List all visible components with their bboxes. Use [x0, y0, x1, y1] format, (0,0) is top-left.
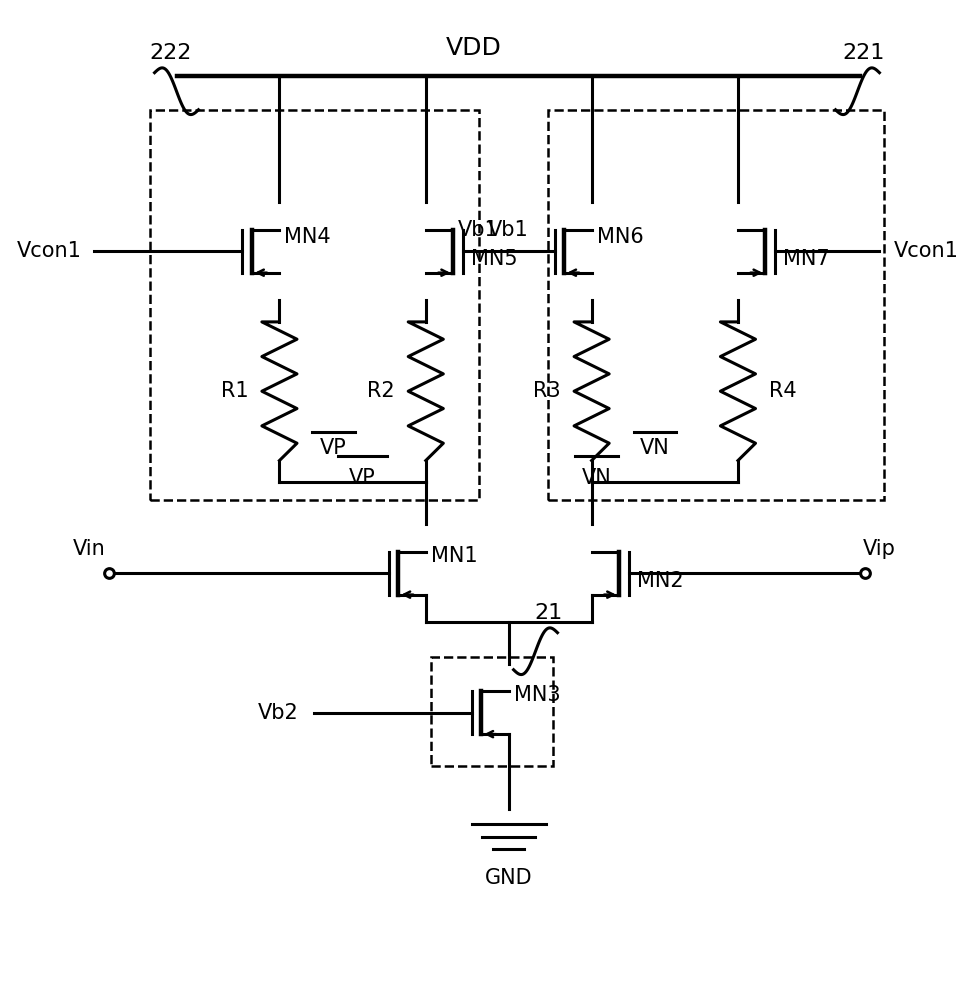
Text: R4: R4	[769, 381, 797, 401]
Text: R2: R2	[367, 381, 394, 401]
Text: Vb2: Vb2	[258, 703, 299, 723]
Text: VN: VN	[641, 438, 670, 458]
Text: VP: VP	[349, 468, 376, 488]
Text: MN7: MN7	[783, 249, 829, 269]
Text: MN1: MN1	[430, 546, 478, 566]
Text: GND: GND	[484, 868, 533, 888]
Text: Vcon1: Vcon1	[16, 241, 81, 261]
Text: MN3: MN3	[514, 685, 560, 705]
Text: MN6: MN6	[597, 227, 643, 247]
Text: MN5: MN5	[471, 249, 517, 269]
Text: Vin: Vin	[73, 539, 106, 559]
Text: 21: 21	[534, 603, 562, 623]
Text: 222: 222	[149, 43, 192, 63]
Text: Vb1: Vb1	[488, 220, 529, 240]
Text: Vip: Vip	[863, 539, 896, 559]
Text: Vb1: Vb1	[458, 220, 499, 240]
Text: VN: VN	[581, 468, 611, 488]
Text: Vcon1: Vcon1	[894, 241, 959, 261]
Text: MN4: MN4	[284, 227, 331, 247]
Text: R3: R3	[533, 381, 560, 401]
Text: R1: R1	[221, 381, 248, 401]
Text: VDD: VDD	[446, 36, 502, 60]
Text: MN2: MN2	[637, 571, 683, 591]
Text: 221: 221	[842, 43, 885, 63]
Text: VP: VP	[320, 438, 347, 458]
